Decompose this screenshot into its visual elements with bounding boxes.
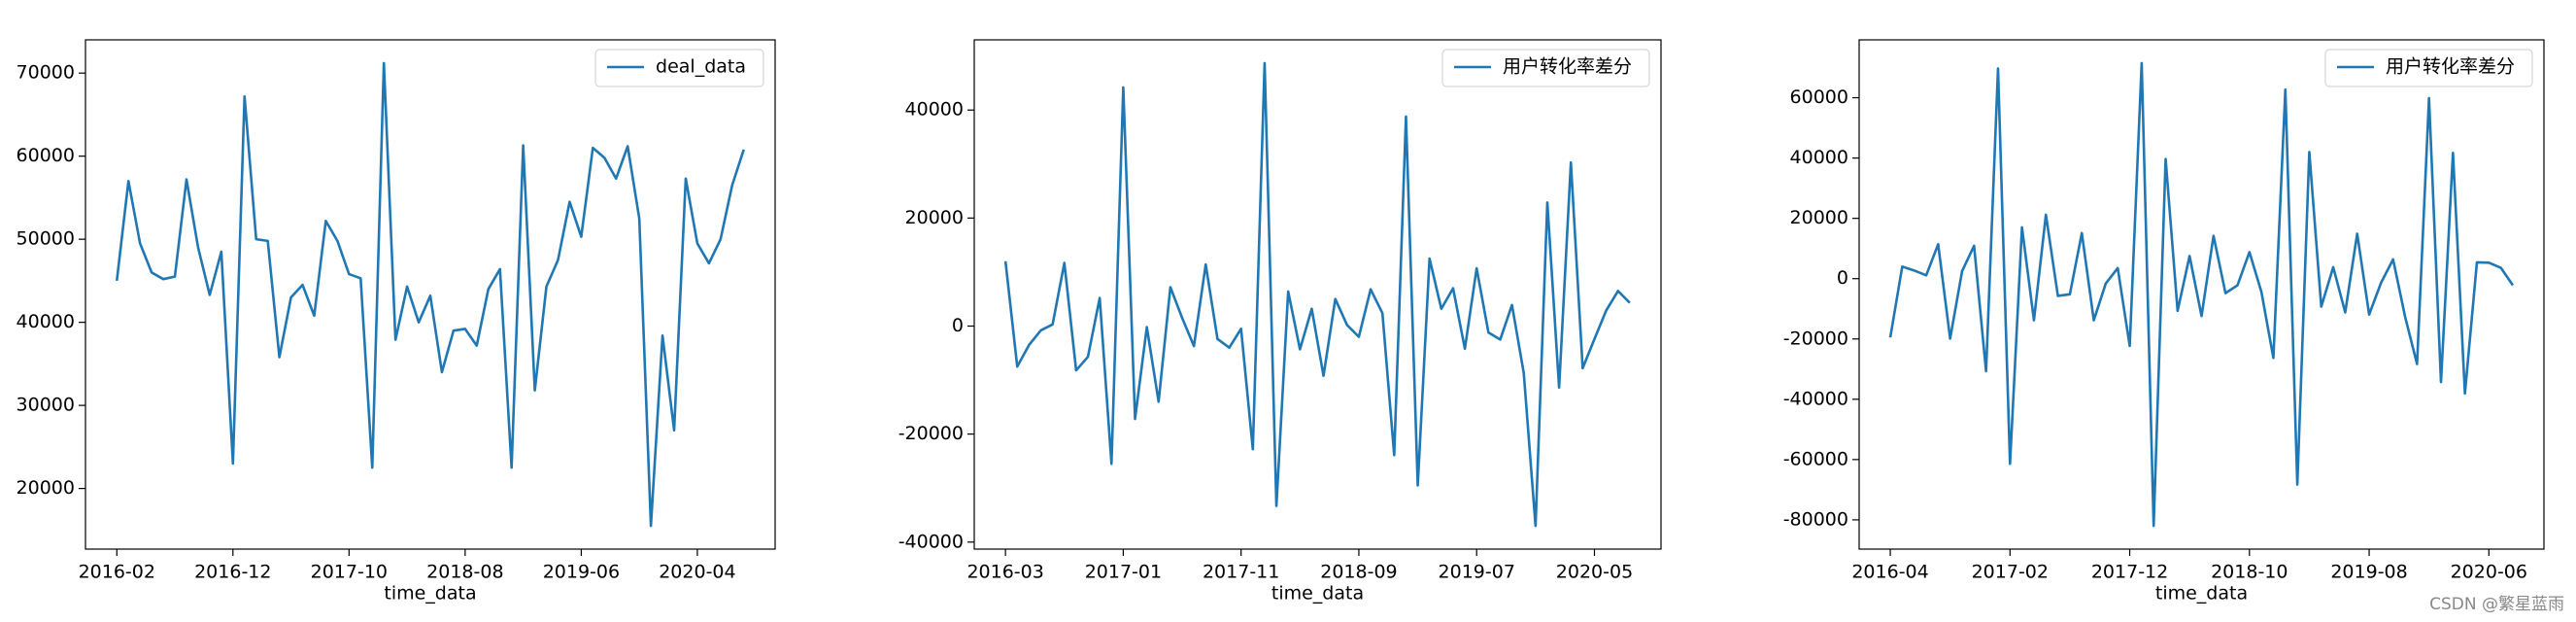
y-tick-label: -80000: [1783, 508, 1848, 530]
y-tick-label: -40000: [898, 531, 964, 552]
x-tick-label: 2019-07: [1439, 562, 1515, 583]
x-tick-label: 2017-10: [311, 562, 388, 583]
x-tick-label: 2020-06: [2451, 562, 2527, 583]
legend-label: 用户转化率差分: [1503, 56, 1632, 78]
y-tick-label: 60000: [17, 145, 75, 166]
y-tick-label: 20000: [17, 477, 75, 499]
y-tick-label: 40000: [17, 311, 75, 332]
y-tick-label: -20000: [898, 423, 964, 444]
x-tick-label: 2016-03: [966, 562, 1043, 583]
x-tick-label: 2018-10: [2211, 562, 2288, 583]
y-tick-label: -40000: [1783, 388, 1848, 409]
y-tick-label: 50000: [17, 228, 75, 250]
x-tick-label: 2017-02: [1972, 562, 2049, 583]
plot-frame: [85, 39, 776, 550]
data-line: [1888, 61, 2515, 528]
legend-frame: [2324, 49, 2533, 87]
y-tick-label: 20000: [905, 207, 964, 228]
x-tick-label: 2019-08: [2330, 562, 2407, 583]
x-tick-label: 2017-12: [2091, 562, 2168, 583]
x-tick-label: 2016-02: [79, 562, 155, 583]
y-tick-label: 0: [1837, 267, 1848, 289]
data-line: [1003, 61, 1631, 528]
y-tick-label: 30000: [17, 395, 75, 416]
x-tick-label: 2016-04: [1851, 562, 1928, 583]
legend-frame: [594, 49, 764, 87]
legend-label: 用户转化率差分: [2386, 56, 2515, 78]
plot-frame: [973, 39, 1662, 550]
x-tick-label: 2017-01: [1085, 562, 1162, 583]
legend-label: deal_data: [656, 56, 746, 78]
x-tick-label: 2020-05: [1556, 562, 1633, 583]
x-tick-label: 2020-04: [659, 562, 735, 583]
y-tick-label: -20000: [1783, 328, 1848, 349]
x-axis-label: time_data: [1271, 583, 1364, 605]
x-tick-label: 2018-09: [1320, 562, 1397, 583]
y-tick-label: 20000: [1790, 207, 1848, 228]
data-line: [115, 61, 745, 528]
x-axis-label: time_data: [384, 583, 476, 605]
y-tick-label: 70000: [17, 62, 75, 84]
y-tick-label: 0: [952, 315, 964, 336]
y-tick-label: 40000: [905, 99, 964, 121]
y-tick-label: -60000: [1783, 448, 1848, 469]
x-tick-label: 2016-12: [194, 562, 271, 583]
watermark: CSDN @繁星蓝雨: [2429, 595, 2564, 614]
x-tick-label: 2017-11: [1203, 562, 1279, 583]
x-tick-label: 2019-06: [543, 562, 620, 583]
y-tick-label: 60000: [1790, 86, 1848, 108]
legend-frame: [1441, 49, 1650, 87]
y-tick-label: 40000: [1790, 147, 1848, 168]
x-axis-label: time_data: [2155, 583, 2248, 605]
plot-frame: [1858, 39, 2545, 550]
x-tick-label: 2018-08: [426, 562, 503, 583]
